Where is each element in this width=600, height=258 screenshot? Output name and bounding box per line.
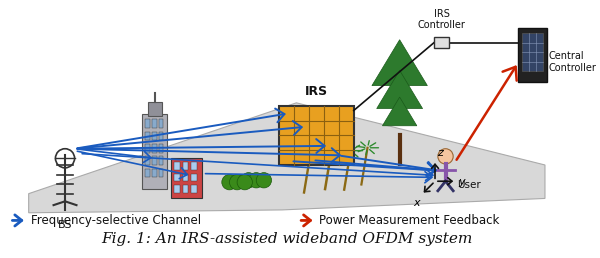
Circle shape [241,173,256,188]
Text: IRS: IRS [305,85,328,98]
Circle shape [256,173,272,188]
Text: User: User [457,180,481,190]
Text: z: z [437,148,443,158]
Text: IRS
Controller: IRS Controller [418,9,466,30]
Text: Frequency-selective Channel: Frequency-selective Channel [31,214,201,227]
Bar [159,156,163,165]
Text: Central
Controller: Central Controller [549,51,596,72]
Text: y: y [458,177,464,187]
Bar [142,114,167,189]
Bar [145,156,150,165]
Bar [148,102,161,116]
Bar [279,106,354,165]
Text: x: x [413,198,420,208]
Bar [182,174,188,181]
Text: BS: BS [58,220,72,230]
Circle shape [229,175,245,190]
Bar [152,144,157,152]
Bar [182,185,188,193]
Bar [191,162,197,170]
Bar [159,144,163,152]
Polygon shape [372,40,427,86]
Polygon shape [382,97,417,126]
Bar [518,28,547,82]
Bar [152,169,157,178]
Text: Fig. 1: An IRS-assisted wideband OFDM system: Fig. 1: An IRS-assisted wideband OFDM sy… [101,232,473,246]
Text: Power Measurement Feedback: Power Measurement Feedback [319,214,500,227]
Bar [191,185,197,193]
Bar [145,169,150,178]
Bar [174,185,180,193]
Bar [171,158,202,198]
Bar [191,174,197,181]
Bar [145,132,150,140]
Bar [145,119,150,128]
Bar [152,132,157,140]
Bar [182,162,188,170]
Polygon shape [377,70,422,109]
Circle shape [222,175,237,190]
Bar [159,169,163,178]
Circle shape [438,149,453,164]
Bar [145,144,150,152]
Polygon shape [29,103,545,213]
Bar [159,132,163,140]
Bar [159,119,163,128]
Bar [152,156,157,165]
Bar [174,174,180,181]
Bar [522,33,543,71]
Circle shape [248,173,264,188]
Bar [174,162,180,170]
Bar [152,119,157,128]
Bar [434,37,449,48]
Circle shape [237,175,253,190]
